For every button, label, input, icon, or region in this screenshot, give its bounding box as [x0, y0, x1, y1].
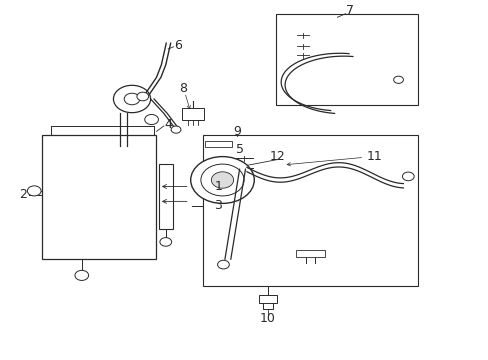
Text: 10: 10	[260, 312, 275, 325]
Text: 7: 7	[345, 4, 353, 17]
Text: 5: 5	[235, 143, 243, 156]
Text: 12: 12	[269, 150, 285, 163]
Circle shape	[190, 157, 254, 203]
Circle shape	[137, 92, 148, 101]
Circle shape	[27, 186, 41, 196]
Circle shape	[124, 93, 140, 105]
Circle shape	[402, 172, 413, 181]
Bar	[276, 14, 417, 105]
Bar	[44, 137, 153, 257]
Text: 4: 4	[164, 118, 172, 131]
Text: 6: 6	[174, 39, 182, 51]
Circle shape	[160, 238, 171, 246]
Text: 11: 11	[366, 150, 381, 163]
Bar	[259, 295, 276, 303]
Circle shape	[201, 164, 244, 196]
Circle shape	[217, 260, 229, 269]
Circle shape	[393, 76, 403, 84]
Circle shape	[113, 85, 150, 113]
Bar	[205, 141, 232, 147]
Bar	[41, 135, 156, 259]
Text: 1: 1	[214, 180, 222, 193]
Text: 9: 9	[233, 125, 241, 138]
Circle shape	[144, 114, 158, 125]
Bar	[295, 250, 325, 257]
Circle shape	[75, 270, 88, 280]
Bar	[203, 135, 417, 286]
Text: 3: 3	[214, 199, 222, 212]
Bar	[159, 164, 172, 229]
Text: 8: 8	[179, 82, 187, 95]
Bar	[182, 108, 203, 120]
Circle shape	[171, 126, 181, 133]
Circle shape	[211, 172, 233, 188]
Text: 2: 2	[20, 188, 27, 201]
